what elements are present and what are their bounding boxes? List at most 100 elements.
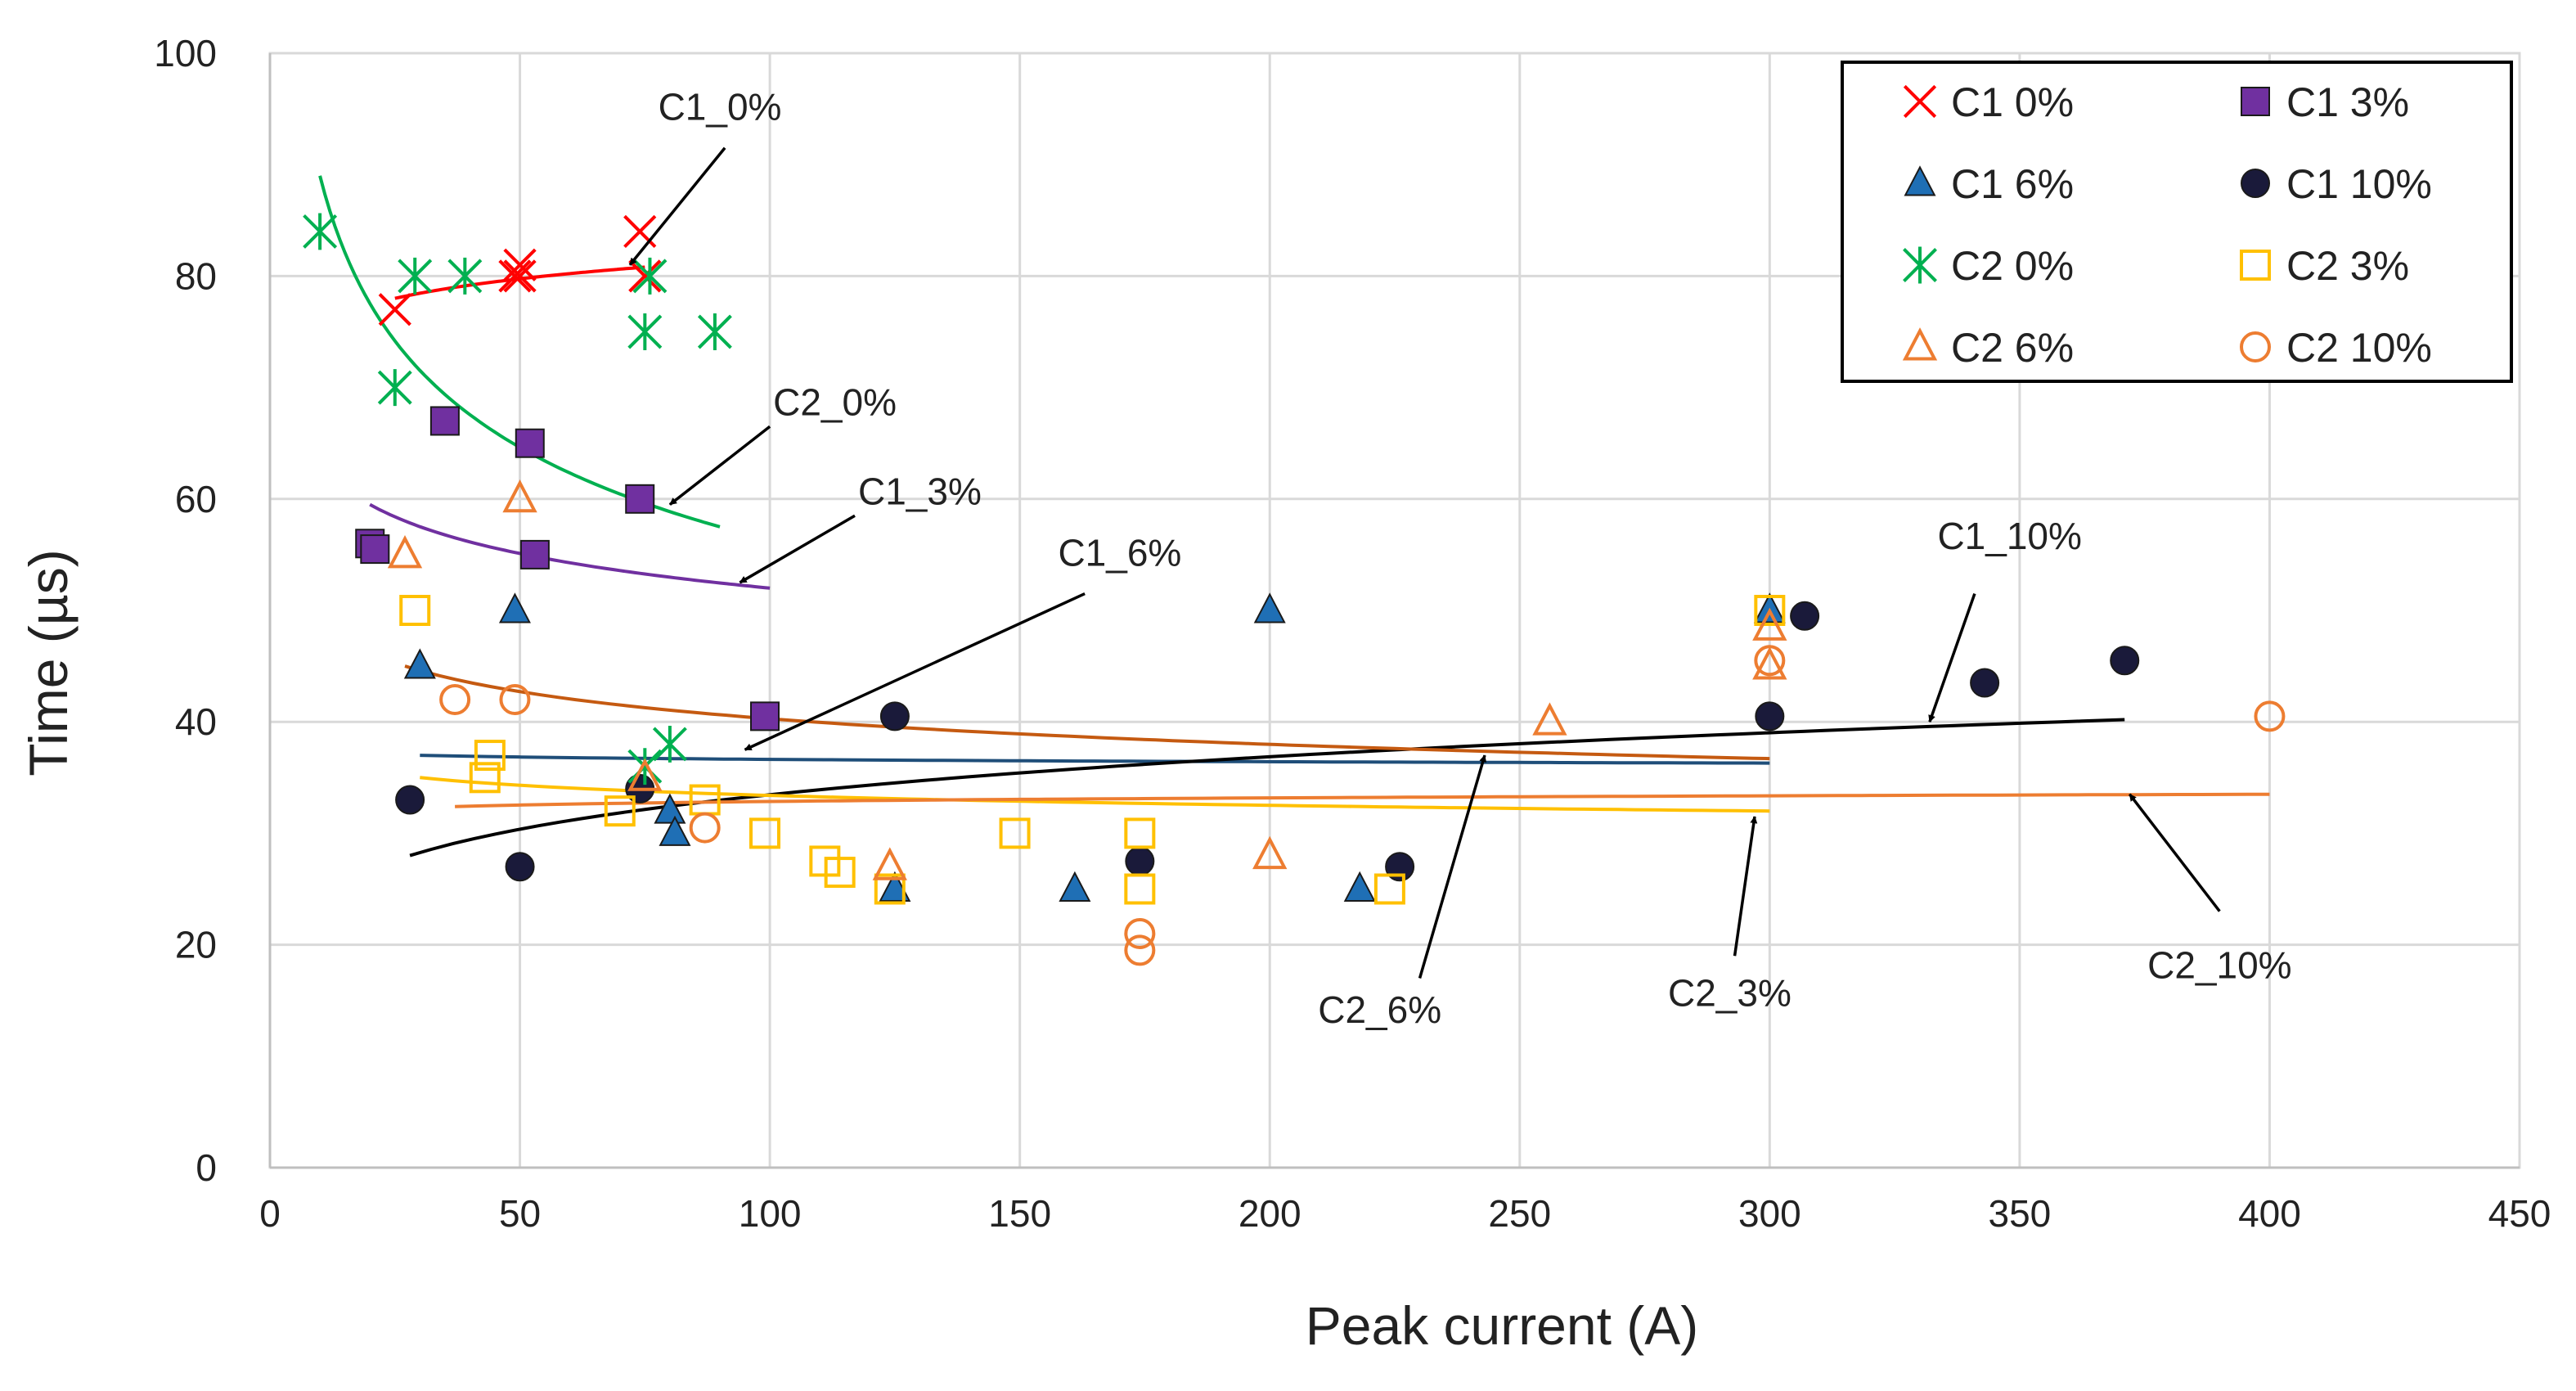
point-c1-3	[360, 534, 390, 565]
y-tick-label: 100	[154, 32, 217, 74]
plot-frame	[268, 52, 2521, 1169]
x-tick-label: 250	[1488, 1192, 1551, 1235]
legend-label-c1-3: C1 3%	[2286, 79, 2409, 125]
point-c1-10	[1125, 846, 1155, 876]
point-c1-0	[628, 259, 662, 293]
x-tick-label: 400	[2238, 1192, 2301, 1235]
point-c1-3	[750, 701, 780, 732]
point-c2-6	[1752, 607, 1787, 641]
legend-marker-c2-3	[2240, 250, 2271, 281]
trendline-c2-10-	[455, 792, 2270, 808]
point-c1-10	[1790, 601, 1820, 631]
legend-marker-c2-10	[2240, 331, 2271, 362]
point-c1-10	[879, 701, 910, 732]
point-c1-6	[498, 592, 531, 623]
point-c2-3	[474, 740, 506, 772]
legend-marker-c1-0	[1903, 84, 1937, 119]
point-c2-3	[1124, 873, 1156, 905]
annotation-label-c1-3-: C1_3%	[858, 470, 982, 513]
point-c2-3	[874, 873, 906, 905]
point-c2-6	[502, 479, 537, 513]
annotation-arrow-c2-10-	[2128, 793, 2221, 912]
point-c2-10	[1124, 934, 1156, 966]
point-c2-6	[1252, 835, 1288, 870]
legend-marker-c1-3	[2241, 87, 2270, 116]
legend-label-c2-10: C2 10%	[2286, 325, 2432, 371]
x-tick-label: 0	[259, 1192, 281, 1235]
legend: C1 0% C1 3% C1 6% C1 10% C2 0% C2 3% C2 6% C2 1…	[1841, 61, 2513, 383]
x-tick-label: 150	[988, 1192, 1051, 1235]
point-c2-6	[872, 847, 907, 880]
trendline-c1-0-	[394, 265, 645, 300]
x-tick-label: 50	[499, 1192, 541, 1235]
annotation-arrow-c2-3-	[1733, 816, 1758, 957]
annotation-label-c1-10-: C1_10%	[1937, 515, 2081, 557]
point-c2-0	[652, 725, 687, 763]
legend-label-c2-6: C2 6%	[1951, 325, 2074, 371]
x-tick-label: 450	[2488, 1192, 2551, 1235]
y-tick-label: 40	[175, 700, 217, 743]
annotation-label-c2-10-: C2_10%	[2147, 943, 2291, 986]
point-c2-10	[439, 683, 471, 715]
y-tick-label: 60	[175, 478, 217, 520]
annotation-label-c2-3-: C2_3%	[1668, 972, 1792, 1015]
legend-label-c1-10: C1 10%	[2286, 161, 2432, 207]
legend-label-c1-0: C1 0%	[1951, 79, 2074, 125]
point-c1-6	[1059, 871, 1091, 902]
y-tick-label: 0	[196, 1146, 217, 1189]
point-c2-0	[632, 257, 668, 295]
point-c1-6	[1343, 871, 1376, 902]
annotation-arrow-c1-6-	[744, 592, 1086, 751]
point-c2-6	[1532, 702, 1567, 736]
point-c2-0	[377, 369, 412, 407]
x-tick-label: 300	[1738, 1192, 1801, 1235]
x-tick-label: 100	[739, 1192, 802, 1235]
point-c2-6	[1752, 646, 1787, 680]
annotation-arrow-c1-3-	[739, 514, 856, 584]
point-c2-3	[399, 595, 431, 626]
point-c2-10	[499, 683, 531, 715]
point-c1-0	[503, 248, 537, 281]
point-c2-0	[627, 313, 663, 350]
annotation-label-c2-6-: C2_6%	[1318, 988, 1441, 1031]
annotation-arrow-c1-0-	[628, 146, 726, 266]
legend-label-c2-3: C2 3%	[2286, 243, 2409, 289]
point-c1-10	[2110, 646, 2140, 676]
point-c1-10	[1755, 701, 1785, 732]
y-tick-label: 80	[175, 254, 217, 297]
trendline-c2-6-	[404, 664, 1770, 761]
y-axis-title: Time (µs)	[18, 549, 79, 777]
legend-marker-c2-6	[1902, 327, 1938, 361]
annotations: C1_0% C2_0% C1_3% C1_6% C1_10% C2_6% C2_3% C2_1…	[628, 86, 2292, 1031]
point-c1-6	[403, 648, 436, 679]
annotation-arrow-c1-10-	[1928, 592, 1976, 723]
point-c2-10	[1124, 917, 1156, 949]
annotation-label-c1-0-: C1_0%	[659, 86, 782, 128]
point-c1-3	[515, 428, 545, 458]
axis-ticks: 0 50 100 150 200 250 300 350 400 450 0 20 40 60 80 100	[154, 32, 2551, 1235]
point-c1-10	[1970, 668, 2000, 698]
legend-marker-c1-10	[2241, 169, 2270, 198]
point-c1-0	[378, 293, 411, 326]
point-c2-6	[627, 758, 663, 791]
x-tick-label: 200	[1239, 1192, 1301, 1235]
point-c2-3	[604, 795, 636, 827]
point-c2-0	[398, 257, 433, 295]
data-points	[303, 213, 2286, 966]
point-c2-0	[303, 213, 338, 250]
point-c2-3	[749, 817, 780, 849]
legend-marker-c2-0	[1903, 246, 1937, 284]
point-c1-10	[395, 785, 425, 815]
point-c2-3	[1754, 595, 1786, 626]
point-c2-3	[824, 857, 856, 889]
annotation-arrow-c2-6-	[1418, 754, 1487, 979]
point-c1-6	[1253, 592, 1286, 623]
point-c1-10	[505, 852, 535, 882]
point-c1-3	[519, 539, 550, 569]
point-c2-3	[999, 817, 1031, 849]
legend-box	[1841, 61, 2513, 383]
point-c2-10	[2254, 700, 2286, 732]
legend-label-c2-0: C2 0%	[1951, 243, 2074, 289]
x-tick-label: 350	[1989, 1192, 2052, 1235]
